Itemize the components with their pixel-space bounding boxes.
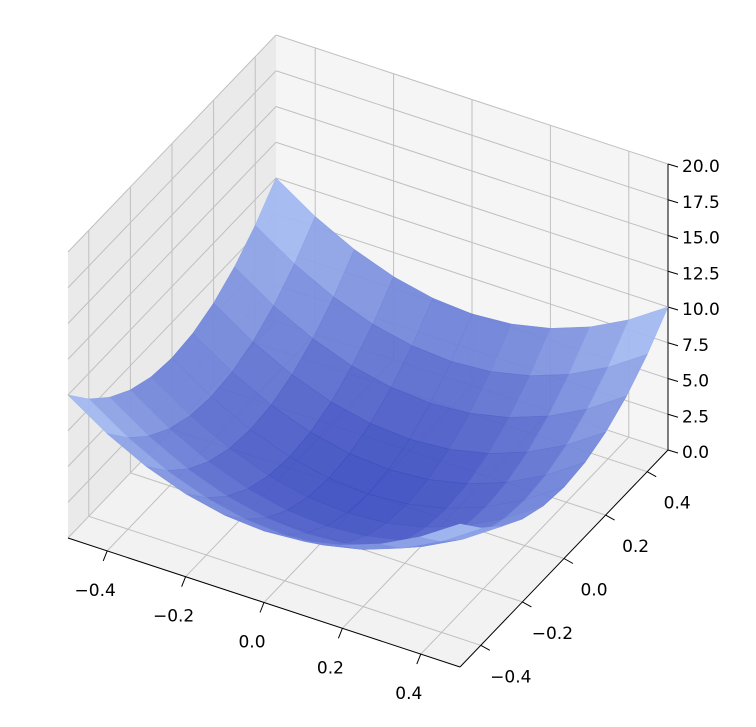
z-tick-label: 15.0 [682, 229, 720, 249]
x-axis [67, 537, 461, 668]
tick-mark [646, 471, 657, 478]
z-tick-label: 7.5 [682, 336, 709, 356]
z-tick-label: 0.0 [682, 443, 709, 463]
z-tick-label: 12.5 [682, 264, 720, 284]
z-tick-label: 5.0 [682, 372, 709, 392]
grid-line [275, 70, 669, 201]
surface-patch [419, 523, 482, 542]
tick-mark [667, 199, 679, 204]
grid-line [67, 213, 277, 432]
tick-mark [667, 163, 679, 168]
grid-line [67, 106, 277, 324]
z-tick-label: 17.5 [682, 193, 720, 213]
grid-line [67, 177, 277, 396]
grid-line [88, 515, 481, 646]
z-tick-label: 20.0 [682, 157, 720, 177]
tick-mark [416, 653, 422, 665]
tick-mark [605, 514, 615, 521]
z-tick-label: 10.0 [682, 300, 720, 320]
y-tick-label: 0.0 [580, 581, 607, 601]
x-tick-label: 0.2 [317, 658, 344, 678]
grid-line [275, 141, 669, 272]
tick-mark [667, 413, 679, 418]
tick-mark [667, 342, 679, 347]
y-tick-label: 0.4 [664, 494, 691, 514]
tick-mark [480, 644, 491, 651]
tick-mark [337, 628, 343, 639]
tick-mark [522, 601, 532, 608]
tick-mark [563, 558, 574, 564]
grid-line [67, 141, 277, 360]
y-tick-label: −0.2 [532, 624, 573, 644]
tick-mark [181, 576, 187, 587]
grid-line [275, 177, 669, 308]
tick-mark [667, 449, 679, 454]
x-tick-label: −0.4 [75, 581, 116, 601]
y-axis [459, 449, 669, 668]
x-tick-label: −0.2 [153, 607, 194, 627]
tick-mark [667, 270, 679, 275]
y-tick-label: −0.4 [490, 667, 531, 687]
tick-mark [667, 235, 679, 239]
grid-line [67, 70, 277, 289]
tick-mark [667, 378, 679, 382]
grid-line [275, 34, 669, 165]
y-tick-label: 0.2 [622, 537, 649, 557]
grid-line [275, 213, 669, 344]
x-tick-label: 0.4 [395, 684, 422, 704]
grid-line [67, 34, 277, 253]
tick-mark [667, 306, 679, 311]
tick-mark [259, 602, 265, 613]
x-tick-label: 0.0 [238, 633, 265, 653]
z-tick-label: 2.5 [682, 407, 709, 427]
tick-mark [102, 550, 108, 562]
grid-line [275, 106, 669, 236]
